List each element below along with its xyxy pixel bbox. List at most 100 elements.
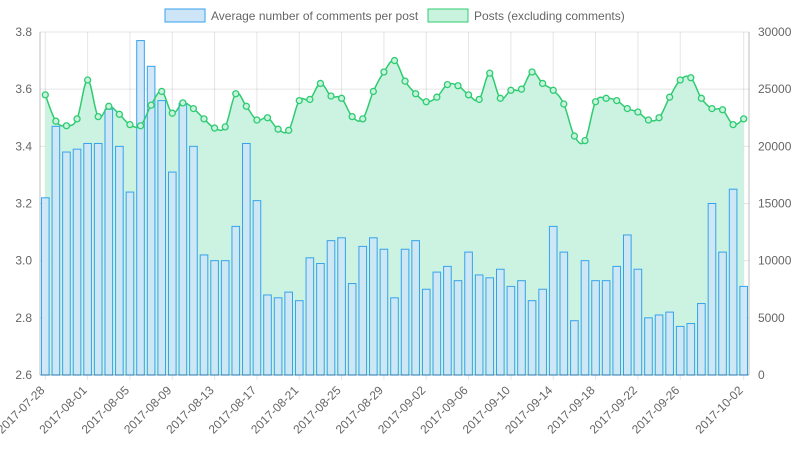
posts-point	[613, 96, 621, 105]
y-right-tick-label: 20000	[758, 139, 792, 153]
posts-point	[507, 86, 515, 94]
posts-point	[454, 82, 462, 90]
posts-point	[285, 126, 293, 134]
posts-point	[189, 104, 198, 113]
comments-bar	[453, 280, 463, 376]
posts-point	[380, 68, 388, 76]
posts-point	[591, 98, 600, 106]
posts-point	[337, 94, 346, 102]
y-right-tick-label: 5000	[758, 311, 785, 325]
posts-point	[655, 114, 663, 122]
comments-bar	[242, 142, 251, 376]
posts-point	[210, 124, 219, 132]
comments-bar	[337, 237, 346, 376]
comments-bar	[104, 108, 114, 376]
posts-point	[327, 92, 335, 100]
legend: Average number of comments per post Post…	[164, 8, 625, 23]
comments-bar	[675, 325, 685, 376]
comments-bar	[220, 260, 230, 376]
posts-point	[602, 94, 610, 102]
posts-point	[52, 117, 60, 125]
comments-bar	[718, 251, 727, 376]
comments-bar	[474, 274, 484, 376]
comments-bar	[167, 171, 177, 376]
posts-area	[45, 60, 744, 375]
posts-point	[486, 69, 494, 77]
posts-point	[623, 104, 631, 113]
posts-point	[475, 95, 483, 104]
posts-point	[179, 99, 187, 107]
y-left-tick-label: 3.4	[15, 139, 32, 153]
posts-point	[697, 94, 706, 102]
y-left-tick-label: 2.8	[15, 311, 32, 325]
comments-bar	[93, 142, 103, 376]
x-tick-label: 2017-10-02	[693, 383, 747, 437]
comments-bar	[390, 297, 399, 376]
y-left-tick-label: 3.8	[15, 25, 32, 39]
posts-point	[718, 106, 727, 114]
posts-point	[316, 79, 325, 88]
posts-point	[147, 101, 155, 109]
posts-point	[83, 76, 92, 84]
comments-bar	[115, 145, 124, 376]
comments-bar	[570, 320, 579, 376]
legend-item-posts[interactable]: Posts (excluding comments)	[427, 8, 625, 23]
comments-bar	[62, 151, 71, 376]
posts-point	[708, 104, 716, 113]
comments-bar	[654, 314, 664, 376]
legend-label-posts: Posts (excluding comments)	[474, 9, 625, 23]
comments-bar	[443, 265, 452, 376]
y-right-tick-label: 0	[758, 368, 765, 382]
posts-point	[94, 112, 102, 121]
comments-bar	[210, 260, 219, 376]
comments-bar	[40, 197, 50, 376]
posts-point	[464, 91, 473, 99]
comments-bar	[136, 40, 145, 376]
comments-bar	[517, 280, 526, 376]
comments-bar	[72, 148, 82, 376]
posts-point	[687, 74, 695, 82]
posts-point	[115, 110, 124, 118]
comments-bar	[189, 145, 198, 376]
posts-point	[676, 76, 684, 84]
comments-bar	[347, 283, 357, 376]
y-left-tick-label: 2.6	[15, 368, 32, 382]
comments-bar	[178, 102, 188, 376]
posts-point-layer	[41, 56, 748, 145]
comments-bar	[83, 142, 92, 376]
comments-bar	[125, 191, 135, 376]
posts-point	[496, 94, 504, 102]
comments-bar	[400, 248, 410, 376]
comments-bar	[644, 317, 653, 376]
posts-point	[221, 123, 229, 131]
comments-bar	[199, 254, 209, 376]
posts-point	[274, 125, 282, 133]
comments-bar	[527, 300, 537, 376]
posts-point	[105, 102, 113, 110]
comments-bar	[697, 303, 706, 376]
comments-bar	[686, 323, 696, 376]
comments-bar	[231, 225, 241, 376]
legend-label-comments: Average number of comments per post	[211, 9, 419, 23]
posts-point	[232, 90, 240, 98]
comments-bar	[51, 125, 61, 376]
comments-bar	[485, 277, 495, 376]
posts-point	[560, 100, 568, 108]
posts-point	[581, 136, 589, 145]
posts-point	[517, 85, 526, 93]
comments-bar	[316, 263, 325, 376]
posts-point	[369, 87, 377, 96]
posts-point	[570, 132, 579, 140]
posts-point	[538, 79, 547, 88]
comments-bar	[580, 260, 590, 376]
comments-bar	[358, 245, 368, 376]
comments-bar	[612, 265, 622, 376]
legend-swatch-comments	[164, 8, 206, 23]
comments-bar	[273, 297, 283, 376]
comments-bar	[633, 268, 643, 376]
posts-point	[390, 56, 399, 65]
posts-point	[158, 87, 166, 96]
legend-swatch-posts	[427, 8, 469, 23]
legend-item-comments[interactable]: Average number of comments per post	[164, 8, 419, 23]
comments-bar	[326, 240, 336, 376]
